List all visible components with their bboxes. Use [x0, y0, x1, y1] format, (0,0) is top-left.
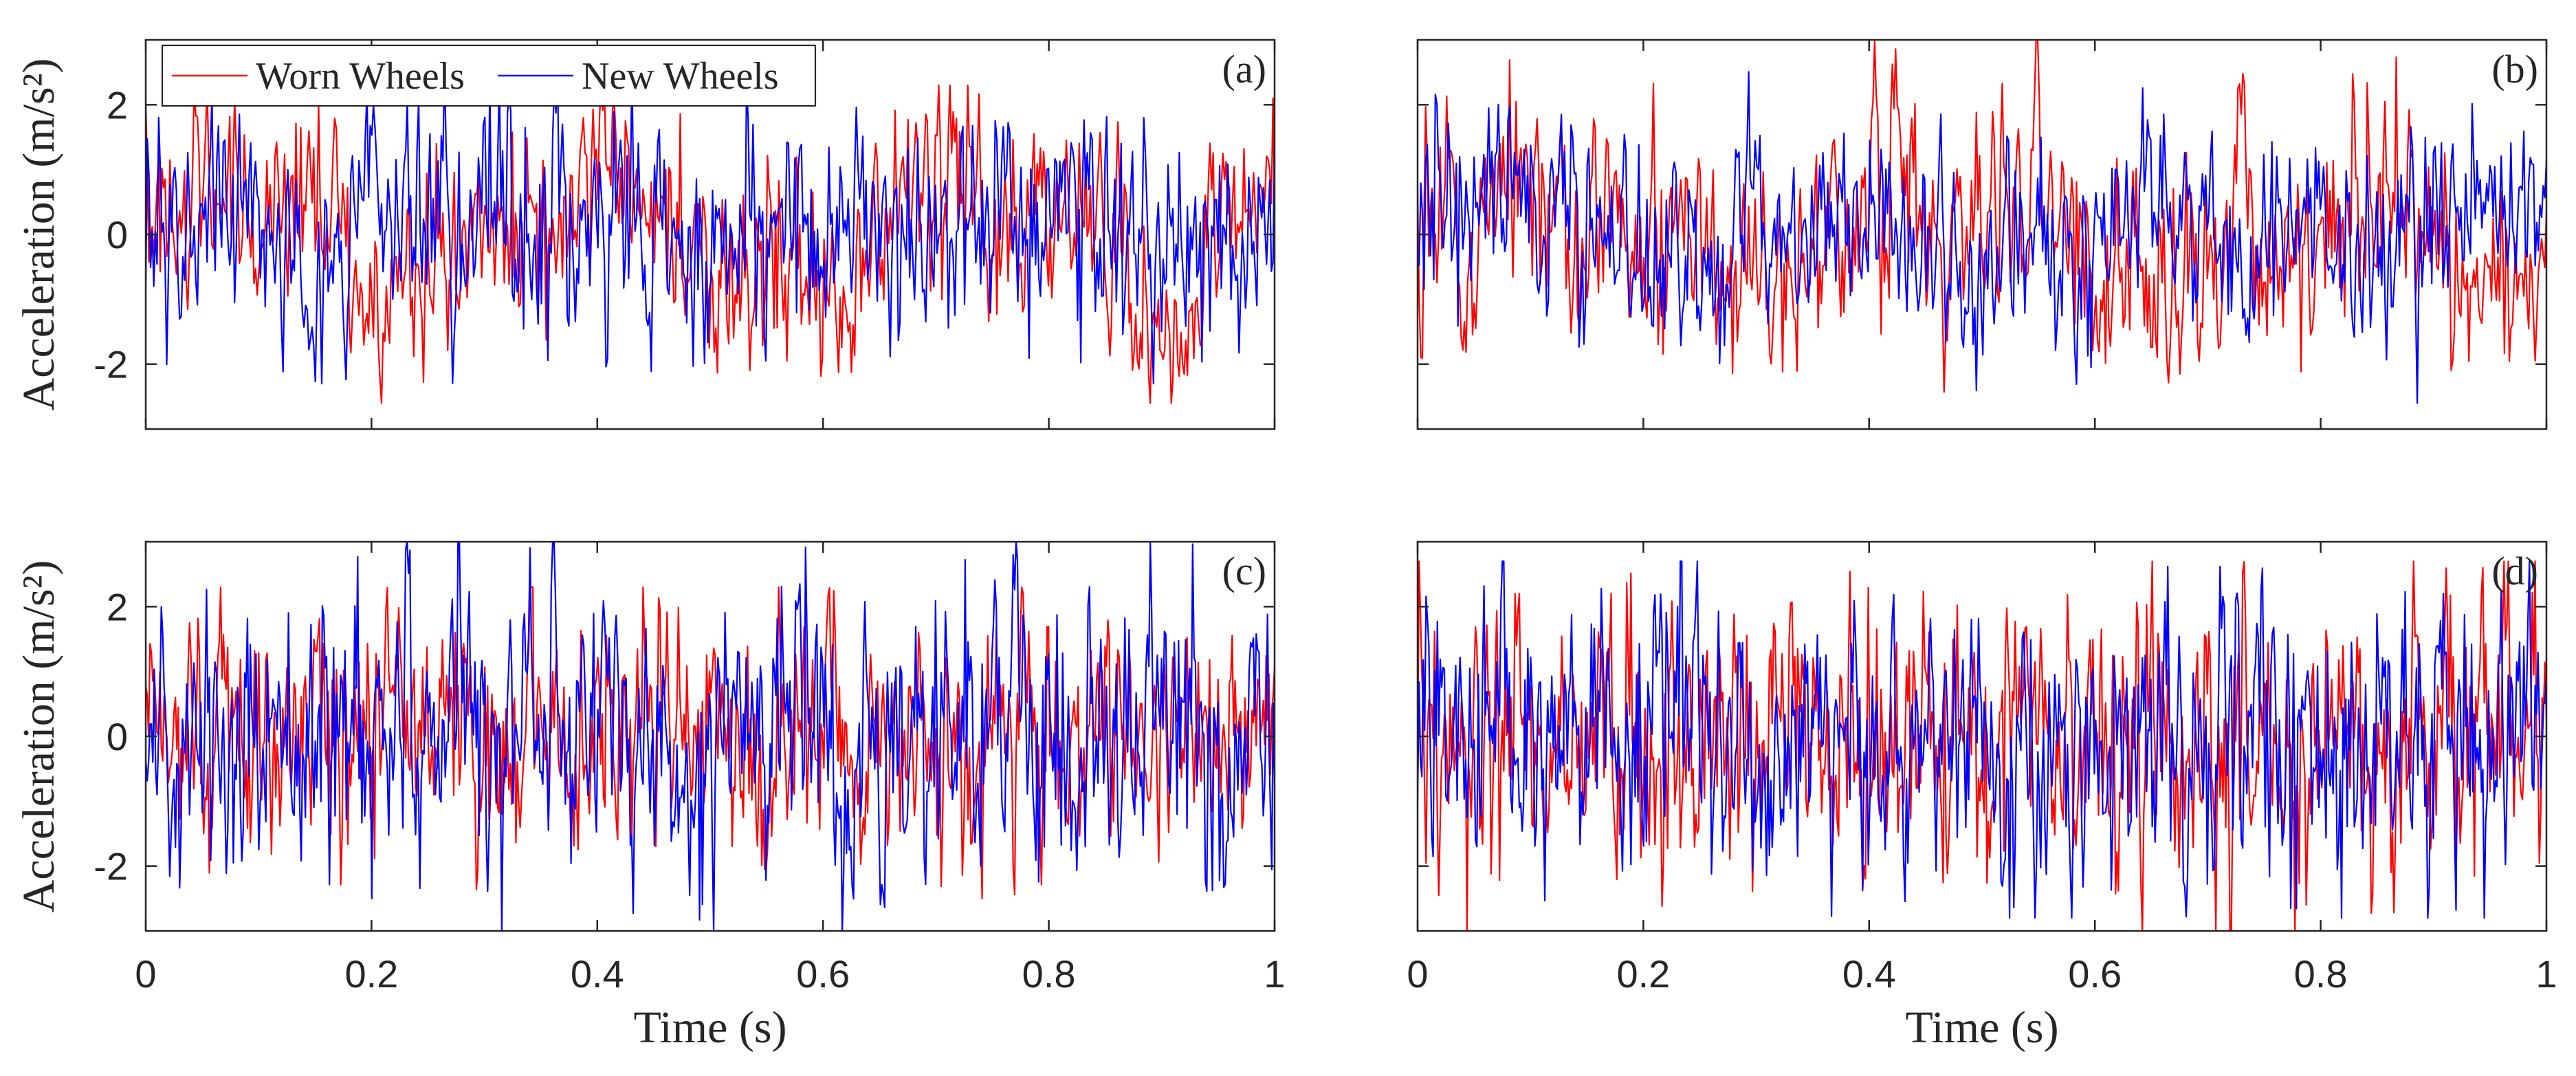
- legend-entry: New Wheels: [582, 55, 779, 98]
- panel-d: 0 0.2 0.4 0.6 0.8 1 (d) Time (s): [1407, 540, 2557, 1053]
- x-tick-label: 0: [135, 952, 156, 996]
- legend-box: [161, 44, 817, 107]
- x-tick-label: 0.8: [1022, 952, 1076, 996]
- y-tick-label: 0: [107, 213, 128, 256]
- y-tick-label: 2: [107, 585, 128, 628]
- y-tick-label: -2: [93, 845, 128, 888]
- panel-label: (b): [2491, 47, 2538, 91]
- x-tick-label: 1: [1264, 952, 1285, 996]
- series-group: [1418, 560, 2546, 931]
- x-tick-label: 0.6: [2068, 952, 2122, 996]
- y-tick-label: 2: [107, 83, 128, 127]
- series-line-new-wheels: [1418, 560, 2546, 919]
- series-line-new-wheels: [146, 65, 1275, 385]
- series-group: [146, 542, 1275, 931]
- x-tick-label: 0.8: [2294, 952, 2348, 996]
- x-axis-label: Time (s): [1905, 1002, 2058, 1053]
- series-line-worn-wheels: [146, 84, 1275, 404]
- x-tick-label: 0.4: [571, 952, 624, 996]
- panel-label: (a): [1222, 47, 1266, 91]
- x-tick-label: 0.2: [344, 952, 398, 996]
- panel-b: (b): [1416, 39, 2548, 430]
- x-tick-label: 0: [1407, 952, 1428, 996]
- panel-label: (c): [1222, 549, 1266, 593]
- panel-label: (d): [2491, 549, 2538, 593]
- x-tick-label: 0.2: [1616, 952, 1670, 996]
- legend-entry: Worn Wheels: [256, 55, 465, 98]
- series-line-new-wheels: [146, 542, 1275, 931]
- panel-c: 0 0.2 0.4 0.6 0.8 1 -2 0 2 (c) Acceleration (m/s²)…: [14, 540, 1286, 1053]
- panel-a: -2 0 2 (a) Acceleration (m/s²) Worn Wheels New…: [14, 39, 1276, 430]
- x-tick-label: 0.4: [1842, 952, 1896, 996]
- x-tick-label: 1: [2535, 952, 2557, 996]
- series-group: [146, 65, 1275, 404]
- y-axis-label: Acceleration (m/s²): [14, 560, 64, 913]
- x-tick-label: 0.6: [796, 952, 850, 996]
- y-tick-label: 0: [107, 715, 128, 758]
- series-group: [1418, 40, 2546, 404]
- series-line-new-wheels: [1418, 71, 2546, 404]
- y-axis-label: Acceleration (m/s²): [14, 58, 64, 411]
- y-tick-label: -2: [93, 343, 128, 386]
- x-axis-label: Time (s): [633, 1002, 786, 1053]
- legend: Worn Wheels New Wheels: [161, 44, 817, 107]
